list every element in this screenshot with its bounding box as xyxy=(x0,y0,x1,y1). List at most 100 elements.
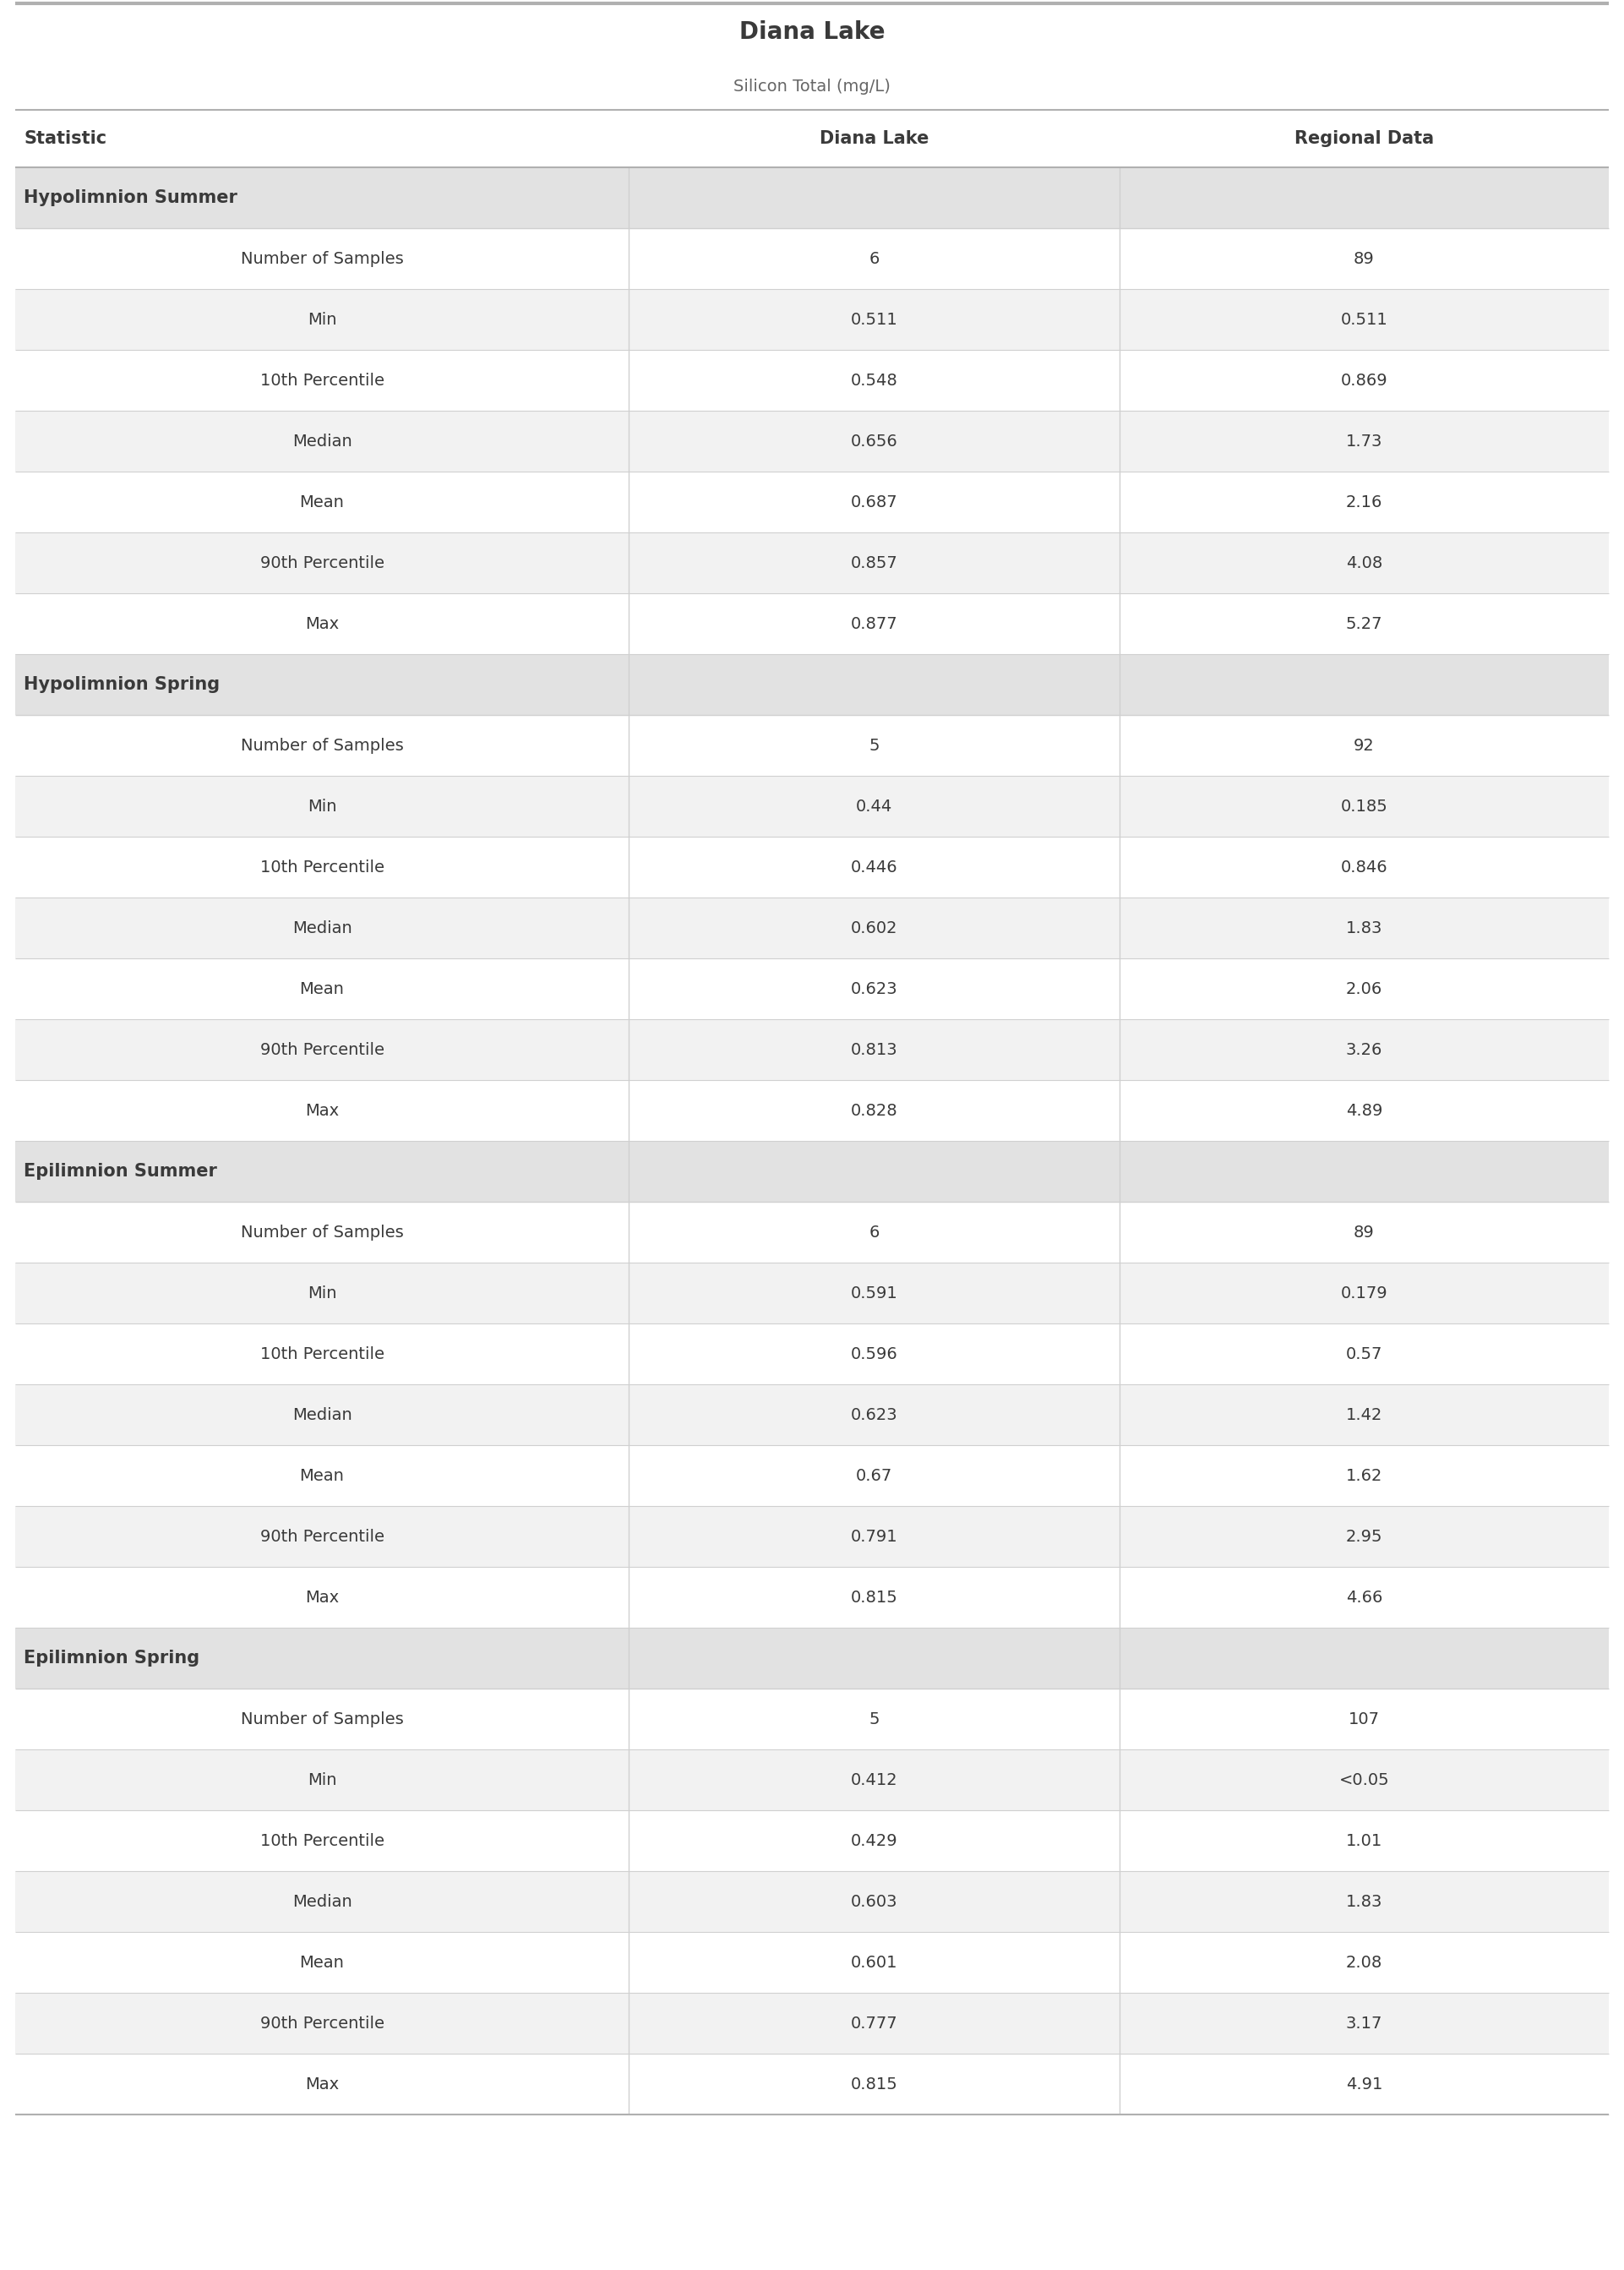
Text: 0.623: 0.623 xyxy=(851,1407,898,1423)
Text: 0.813: 0.813 xyxy=(851,1042,898,1058)
Text: Number of Samples: Number of Samples xyxy=(240,250,403,266)
Bar xyxy=(15,715,1609,776)
Text: 0.446: 0.446 xyxy=(851,858,898,876)
Text: 0.791: 0.791 xyxy=(851,1528,898,1544)
Text: Number of Samples: Number of Samples xyxy=(240,738,403,754)
Text: Median: Median xyxy=(292,434,352,449)
Text: 90th Percentile: 90th Percentile xyxy=(260,554,385,570)
Bar xyxy=(15,0,1609,64)
Text: 0.57: 0.57 xyxy=(1346,1346,1382,1362)
Text: Epilimnion Spring: Epilimnion Spring xyxy=(24,1650,200,1666)
Bar xyxy=(15,64,1609,109)
Text: Median: Median xyxy=(292,1407,352,1423)
Text: Mean: Mean xyxy=(300,1469,344,1485)
Text: 0.828: 0.828 xyxy=(851,1103,898,1119)
Text: 107: 107 xyxy=(1348,1712,1380,1727)
Bar xyxy=(15,1505,1609,1566)
Text: Max: Max xyxy=(305,615,339,631)
Text: 1.83: 1.83 xyxy=(1346,919,1382,935)
Bar xyxy=(15,1566,1609,1628)
Bar xyxy=(15,958,1609,1019)
Text: 0.857: 0.857 xyxy=(851,554,898,570)
Text: Max: Max xyxy=(305,1103,339,1119)
Text: 4.89: 4.89 xyxy=(1346,1103,1382,1119)
Bar xyxy=(15,1019,1609,1081)
Text: Statistic: Statistic xyxy=(24,129,107,148)
Text: 10th Percentile: 10th Percentile xyxy=(260,372,385,388)
Bar xyxy=(15,109,1609,168)
Bar xyxy=(15,1870,1609,1932)
Bar xyxy=(15,592,1609,654)
Text: 5.27: 5.27 xyxy=(1346,615,1382,631)
Text: Median: Median xyxy=(292,919,352,935)
Bar xyxy=(15,1385,1609,1446)
Text: 0.602: 0.602 xyxy=(851,919,898,935)
Text: 0.429: 0.429 xyxy=(851,1832,898,1848)
Bar xyxy=(15,1262,1609,1323)
Text: 1.42: 1.42 xyxy=(1346,1407,1382,1423)
Bar xyxy=(15,1932,1609,1993)
Text: Number of Samples: Number of Samples xyxy=(240,1224,403,1239)
Text: Max: Max xyxy=(305,2077,339,2093)
Text: 10th Percentile: 10th Percentile xyxy=(260,858,385,876)
Text: 6: 6 xyxy=(869,250,879,266)
Text: Epilimnion Summer: Epilimnion Summer xyxy=(24,1162,218,1180)
Text: <0.05: <0.05 xyxy=(1338,1773,1390,1789)
Text: 90th Percentile: 90th Percentile xyxy=(260,1042,385,1058)
Text: 0.44: 0.44 xyxy=(856,799,893,815)
Text: 2.95: 2.95 xyxy=(1346,1528,1382,1544)
Text: 1.62: 1.62 xyxy=(1346,1469,1382,1485)
Text: 0.869: 0.869 xyxy=(1341,372,1387,388)
Bar xyxy=(15,1323,1609,1385)
Text: Hypolimnion Summer: Hypolimnion Summer xyxy=(24,188,237,207)
Text: 0.179: 0.179 xyxy=(1341,1285,1387,1301)
Bar xyxy=(15,1993,1609,2054)
Text: 89: 89 xyxy=(1354,1224,1374,1239)
Bar xyxy=(15,897,1609,958)
Text: 4.66: 4.66 xyxy=(1346,1589,1382,1605)
Text: 2.06: 2.06 xyxy=(1346,981,1382,997)
Text: 10th Percentile: 10th Percentile xyxy=(260,1346,385,1362)
Text: 4.91: 4.91 xyxy=(1346,2077,1382,2093)
Bar xyxy=(15,411,1609,472)
Text: Median: Median xyxy=(292,1893,352,1909)
Text: 90th Percentile: 90th Percentile xyxy=(260,1528,385,1544)
Text: 0.596: 0.596 xyxy=(851,1346,898,1362)
Text: 0.591: 0.591 xyxy=(851,1285,898,1301)
Text: 6: 6 xyxy=(869,1224,879,1239)
Bar xyxy=(15,654,1609,715)
Text: 0.623: 0.623 xyxy=(851,981,898,997)
Text: Hypolimnion Spring: Hypolimnion Spring xyxy=(24,676,219,692)
Text: Min: Min xyxy=(307,311,336,327)
Text: 0.687: 0.687 xyxy=(851,495,898,511)
Text: Min: Min xyxy=(307,799,336,815)
Text: 10th Percentile: 10th Percentile xyxy=(260,1832,385,1848)
Text: 0.185: 0.185 xyxy=(1341,799,1389,815)
Text: 0.777: 0.777 xyxy=(851,2016,898,2032)
Text: 2.16: 2.16 xyxy=(1346,495,1382,511)
Text: 2.08: 2.08 xyxy=(1346,1954,1382,1970)
Text: 0.846: 0.846 xyxy=(1341,858,1387,876)
Text: Number of Samples: Number of Samples xyxy=(240,1712,403,1727)
Text: 0.548: 0.548 xyxy=(851,372,898,388)
Bar xyxy=(15,1628,1609,1689)
Text: Regional Data: Regional Data xyxy=(1294,129,1434,148)
Bar xyxy=(15,1809,1609,1870)
Text: Diana Lake: Diana Lake xyxy=(820,129,929,148)
Bar xyxy=(15,288,1609,350)
Text: 0.815: 0.815 xyxy=(851,2077,898,2093)
Bar xyxy=(15,1446,1609,1505)
Text: 1.01: 1.01 xyxy=(1346,1832,1382,1848)
Text: 3.17: 3.17 xyxy=(1346,2016,1382,2032)
Text: 0.511: 0.511 xyxy=(1341,311,1389,327)
Text: 89: 89 xyxy=(1354,250,1374,266)
Text: 4.08: 4.08 xyxy=(1346,554,1382,570)
Text: 0.815: 0.815 xyxy=(851,1589,898,1605)
Text: Min: Min xyxy=(307,1285,336,1301)
Bar xyxy=(15,533,1609,592)
Bar xyxy=(15,1689,1609,1750)
Text: 0.412: 0.412 xyxy=(851,1773,898,1789)
Text: 92: 92 xyxy=(1354,738,1374,754)
Text: Min: Min xyxy=(307,1773,336,1789)
Text: Max: Max xyxy=(305,1589,339,1605)
